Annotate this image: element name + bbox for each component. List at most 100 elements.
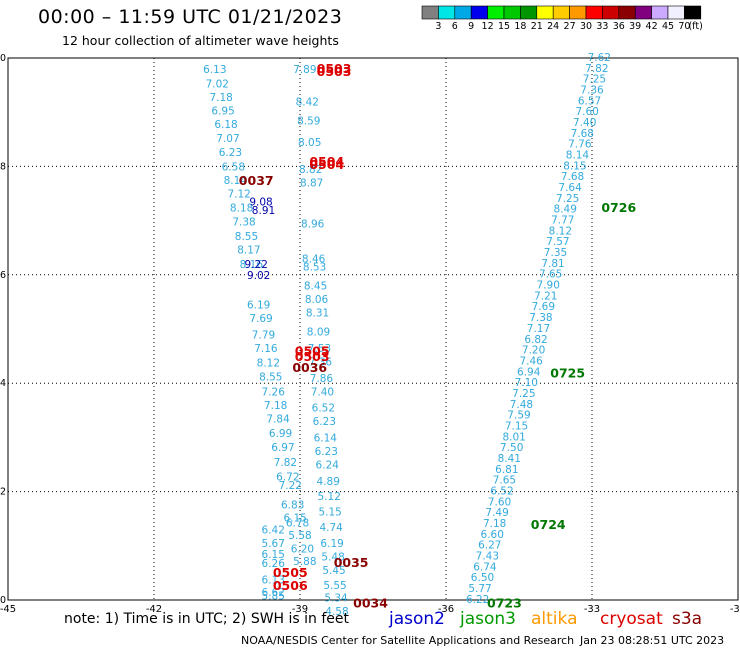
wave-height-point: 7.84 — [266, 413, 290, 425]
wave-height-point: 8.15 — [563, 160, 586, 172]
colorbar-swatch — [503, 5, 521, 20]
colorbar-tick: 30 — [580, 21, 592, 32]
wave-height-point: 8.16 — [240, 259, 264, 271]
wave-height-point: 6.26 — [262, 558, 286, 570]
wave-height-point: 7.64 — [558, 182, 582, 194]
y-tick-label: 4 — [0, 378, 6, 389]
wave-height-point: 7.60 — [575, 106, 598, 118]
wave-height-point: 7.36 — [309, 357, 333, 369]
wave-height-point: 5.45 — [322, 565, 345, 577]
wave-height-point: 6.15 — [283, 513, 306, 525]
colorbar-tick: 45 — [662, 21, 674, 32]
wave-height-point: 5.12 — [318, 491, 341, 503]
wave-height-point: 7.89 — [293, 64, 316, 76]
wave-height-point: 6.19 — [320, 538, 343, 550]
wave-height-point: 6.62 — [262, 587, 285, 599]
x-tick-label: -42 — [146, 604, 162, 615]
wave-height-point: 5.58 — [288, 530, 311, 542]
wave-height-point: 8.55 — [259, 372, 282, 384]
wave-height-point: 6.78 — [286, 517, 309, 529]
pass-time-label: 0505 — [273, 565, 308, 580]
wave-height-point: 7.68 — [561, 171, 584, 183]
wave-height-point: 8.96 — [301, 218, 325, 230]
wave-height-point: 7.50 — [500, 442, 523, 454]
wave-height-point: 7.15 — [505, 420, 528, 432]
colorbar-tick: 70 — [678, 21, 690, 32]
pass-time-label: 0726 — [601, 200, 636, 215]
colorbar-tick: 39 — [629, 21, 641, 32]
wave-height-point: 8.14 — [224, 175, 248, 187]
colorbar-tick: 21 — [531, 21, 543, 32]
wave-height-point: 7.69 — [249, 313, 272, 325]
wave-height-point: 8.01 — [502, 431, 525, 443]
wave-height-point: 8.14 — [566, 149, 590, 161]
pass-time-label: 0036 — [292, 360, 327, 375]
wave-height-point: 8.91 — [252, 205, 275, 217]
wave-height-point: 7.68 — [571, 128, 594, 140]
wave-height-point: 6.83 — [281, 500, 304, 512]
wave-height-point: 5.67 — [262, 538, 285, 550]
pass-time-label: 0037 — [239, 173, 274, 188]
wave-height-point: 4.58 — [325, 606, 348, 618]
legend-s3a: s3a — [672, 609, 703, 629]
wave-height-point: 8.45 — [304, 281, 327, 293]
wave-height-point: 7.25 — [583, 74, 606, 86]
wave-height-point: 7.62 — [588, 52, 611, 64]
wave-height-point: 6.15 — [262, 549, 285, 561]
wave-height-point: 6.23 — [315, 446, 338, 458]
y-tick-label: 0 — [0, 595, 6, 606]
wave-height-point: 6.99 — [269, 428, 292, 440]
page-title: 00:00 – 11:59 UTC 01/21/2023 — [38, 6, 343, 28]
y-tick-label: 10 — [0, 53, 6, 64]
wave-height-point: 6.27 — [478, 540, 501, 552]
wave-height-point: 6.52 — [490, 486, 513, 498]
wave-height-point: 8.31 — [306, 308, 329, 320]
wave-height-point: 7.10 — [515, 377, 538, 389]
wave-height-point: 5.55 — [323, 580, 346, 592]
colorbar-tick: 6 — [452, 21, 458, 32]
wave-height-point: 7.86 — [310, 373, 334, 385]
wave-height-point: 6.13 — [262, 574, 285, 586]
wave-height-point: 8.12 — [257, 358, 280, 370]
wave-height-point: 6.24 — [316, 460, 340, 472]
credit-line: NOAA/NESDIS Center for Satellite Applica… — [241, 634, 575, 647]
wave-height-point: 5.34 — [324, 592, 348, 604]
colorbar-tick: 12 — [482, 21, 494, 32]
wave-height-point: 6.18 — [214, 119, 237, 131]
wave-height-point: 8.41 — [498, 453, 521, 465]
wave-height-point: 5.48 — [321, 552, 344, 564]
wave-height-point: 7.17 — [527, 323, 550, 335]
wave-height-point: 8.09 — [307, 327, 330, 339]
wave-height-point: 8.42 — [296, 96, 319, 108]
colorbar-swatch — [651, 5, 669, 20]
colorbar-swatch — [454, 5, 472, 20]
wave-height-point: 7.65 — [493, 475, 516, 487]
wave-height-point: 7.25 — [512, 388, 535, 400]
wave-height-point: 7.22 — [279, 480, 302, 492]
wave-height-point: 9.08 — [249, 197, 272, 209]
pass-time-label: 0503 — [295, 349, 330, 364]
wave-height-point: 6.42 — [262, 525, 285, 537]
wave-height-point: 7.02 — [206, 78, 229, 90]
page-subtitle: 12 hour collection of altimeter wave hei… — [62, 33, 339, 48]
wave-height-point: 6.94 — [517, 366, 541, 378]
legend-jason2: jason2 — [389, 609, 445, 629]
colorbar-tick: 15 — [498, 21, 510, 32]
pass-time-label: 0506 — [273, 578, 308, 593]
colorbar-swatch — [602, 5, 620, 20]
colorbar-tick: 9 — [468, 21, 474, 32]
colorbar-swatch — [585, 5, 603, 20]
x-tick-label: -33 — [584, 604, 600, 615]
pass-time-label: 0503 — [317, 61, 352, 76]
x-tick-label: -30 — [730, 604, 740, 615]
wave-height-point: 6.22 — [466, 594, 489, 606]
wave-height-point: 7.20 — [522, 345, 545, 357]
colorbar-swatch — [520, 5, 538, 20]
wave-height-point: 5.88 — [293, 556, 316, 568]
wave-height-point: 8.17 — [237, 244, 260, 256]
legend-jason3: jason3 — [460, 609, 516, 629]
y-tick-label: 8 — [0, 161, 6, 172]
generated-timestamp: Jan 23 08:28:51 UTC 2023 — [580, 634, 725, 647]
colorbar-tick: 18 — [514, 21, 526, 32]
